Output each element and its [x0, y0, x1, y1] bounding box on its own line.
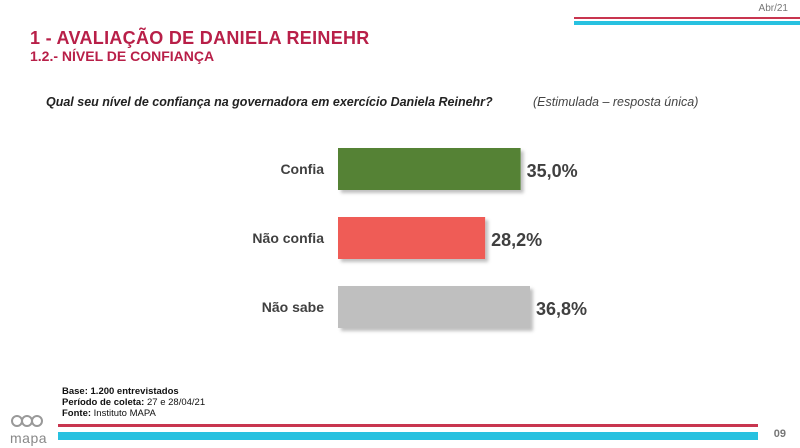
value-label-2: 36,8%: [536, 299, 587, 319]
bottom-cyan-stripe: [58, 432, 758, 440]
category-label-1: Não confia: [252, 230, 324, 246]
report-date: Abr/21: [758, 3, 788, 14]
category-label-2: Não sabe: [262, 299, 324, 315]
bottom-red-stripe: [58, 424, 758, 427]
page-subtitle: 1.2.- NÍVEL DE CONFIANÇA: [30, 48, 215, 64]
question-note: (Estimulada – resposta única): [533, 95, 699, 109]
footnote-base: Base: 1.200 entrevistados: [62, 386, 179, 397]
logo-text: mapa: [10, 430, 48, 446]
bar-chart: Confia 35,0% Não confia 28,2% Não sabe 36,8%: [252, 148, 587, 328]
category-label-0: Confia: [280, 161, 324, 177]
bar-2: [338, 286, 530, 328]
top-red-stripe: [574, 17, 800, 19]
footnote-source: Fonte: Instituto MAPA: [62, 408, 156, 419]
footnote-period: Período de coleta: 27 e 28/04/21: [62, 397, 206, 408]
survey-question: Qual seu nível de confiança na governado…: [46, 95, 493, 109]
value-label-1: 28,2%: [491, 230, 542, 250]
bar-0: [338, 148, 521, 190]
mapa-logo-icon: [11, 415, 43, 427]
value-label-0: 35,0%: [527, 161, 578, 181]
page-title: 1 - AVALIAÇÃO DE DANIELA REINEHR: [30, 28, 370, 48]
page-number: 09: [773, 428, 786, 440]
top-cyan-stripe: [574, 21, 800, 25]
bar-1: [338, 217, 486, 259]
